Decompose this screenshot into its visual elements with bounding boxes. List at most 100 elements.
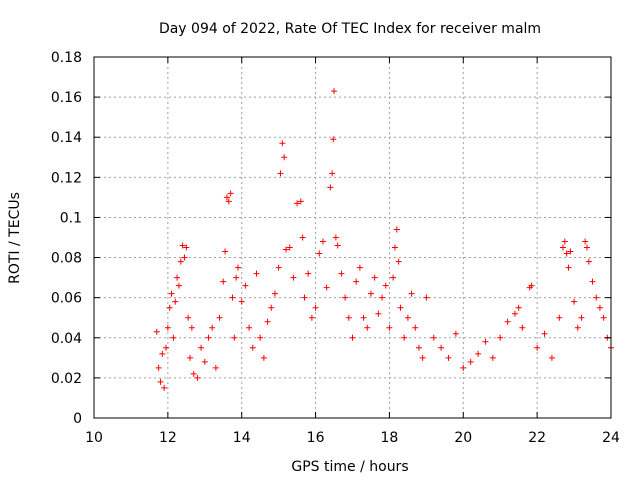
data-point	[316, 250, 323, 257]
x-tick-label: 20	[454, 430, 472, 446]
x-tick-label: 24	[602, 430, 620, 446]
data-point	[578, 314, 585, 321]
data-point	[264, 318, 271, 325]
x-tick-label: 22	[528, 430, 546, 446]
data-point	[305, 270, 312, 277]
data-point	[223, 194, 230, 201]
data-point	[198, 344, 205, 351]
data-point	[194, 374, 201, 381]
data-point	[367, 290, 374, 297]
data-point	[567, 248, 574, 255]
data-point	[283, 246, 290, 253]
data-point	[275, 264, 282, 271]
data-point	[164, 324, 171, 331]
y-tick-label: 0.02	[51, 371, 82, 387]
data-point	[190, 370, 197, 377]
data-point	[233, 274, 240, 281]
data-point	[391, 244, 398, 251]
data-point	[308, 314, 315, 321]
data-point	[209, 324, 216, 331]
data-point	[175, 282, 182, 289]
plot-frame	[93, 56, 612, 419]
data-point	[231, 334, 238, 341]
data-point	[277, 170, 284, 177]
data-point	[345, 314, 352, 321]
data-point	[585, 258, 592, 265]
data-point	[312, 304, 319, 311]
data-point	[482, 338, 489, 345]
data-point	[371, 274, 378, 281]
data-point	[489, 354, 496, 361]
y-axis-label: ROTI / TECUs	[7, 192, 23, 284]
data-point	[227, 190, 234, 197]
x-tick-label: 16	[307, 430, 325, 446]
data-point	[574, 324, 581, 331]
x-axis-label: GPS time / hours	[291, 459, 408, 475]
data-point	[401, 334, 408, 341]
data-points	[153, 88, 614, 391]
data-point	[323, 284, 330, 291]
data-point	[301, 294, 308, 301]
data-point	[163, 344, 170, 351]
data-point	[161, 384, 168, 391]
x-tick-label: 10	[85, 430, 103, 446]
data-point	[561, 238, 568, 245]
x-tick-label: 12	[159, 430, 177, 446]
data-point	[297, 198, 304, 205]
data-point	[393, 226, 400, 233]
data-point	[338, 270, 345, 277]
data-point	[229, 294, 236, 301]
data-point	[356, 264, 363, 271]
data-point	[596, 304, 603, 311]
data-point	[364, 324, 371, 331]
data-point	[497, 334, 504, 341]
data-point	[419, 354, 426, 361]
data-point	[395, 258, 402, 265]
data-point	[329, 170, 336, 177]
data-point	[528, 282, 535, 289]
data-point	[183, 244, 190, 251]
data-point	[379, 294, 386, 301]
data-point	[467, 358, 474, 365]
data-point	[519, 324, 526, 331]
data-point	[319, 238, 326, 245]
data-point	[565, 264, 572, 271]
data-point	[168, 290, 175, 297]
y-tick-label: 0.14	[51, 130, 82, 146]
chart-title: Day 094 of 2022, Rate Of TEC Index for r…	[159, 21, 541, 37]
data-point	[290, 274, 297, 281]
data-point	[475, 350, 482, 357]
data-point	[172, 298, 179, 305]
data-point	[260, 354, 267, 361]
data-point	[445, 354, 452, 361]
y-tick-label: 0.12	[51, 170, 82, 186]
data-point	[386, 324, 393, 331]
data-point	[181, 254, 188, 261]
data-point	[331, 88, 338, 95]
data-point	[430, 334, 437, 341]
data-point	[397, 304, 404, 311]
data-point	[220, 278, 227, 285]
y-tick-label: 0.06	[51, 291, 82, 307]
y-tick-label: 0.18	[51, 50, 82, 66]
data-point	[185, 314, 192, 321]
data-point	[201, 358, 208, 365]
data-point	[212, 364, 219, 371]
data-point	[375, 310, 382, 317]
data-point	[222, 248, 229, 255]
axis-ticks: 10 12 14 16 18 20 22 24 0 0.02 0.04 0.06 0.08 0.1 0.12…	[51, 50, 620, 446]
data-point	[593, 294, 600, 301]
data-point	[242, 282, 249, 289]
data-point	[460, 364, 467, 371]
data-point	[174, 274, 181, 281]
y-tick-label: 0.1	[60, 210, 82, 226]
data-point	[179, 242, 186, 249]
data-point	[281, 154, 288, 161]
data-point	[559, 244, 566, 251]
data-point	[571, 298, 578, 305]
data-point	[382, 282, 389, 289]
data-point	[582, 238, 589, 245]
data-point	[515, 304, 522, 311]
data-point	[342, 294, 349, 301]
